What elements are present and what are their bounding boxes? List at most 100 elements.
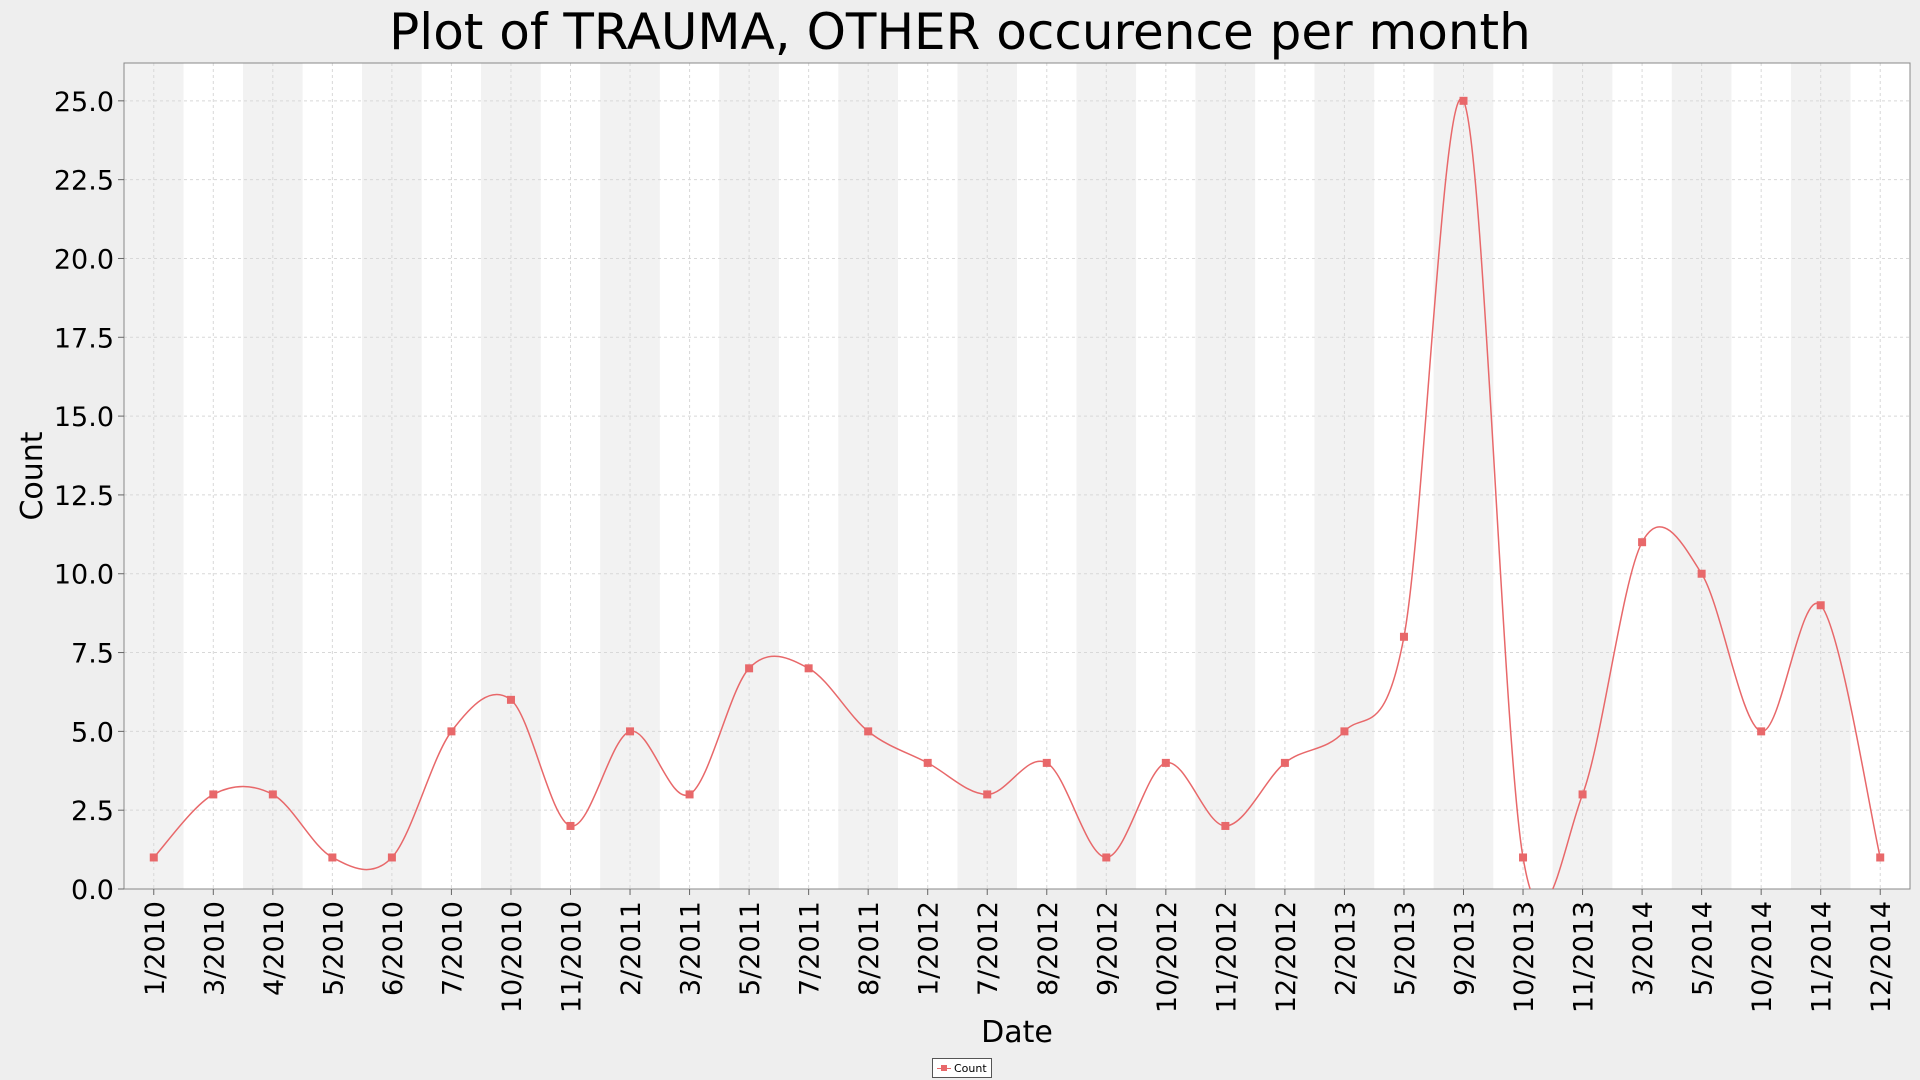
y-axis-title: Count [15,431,50,520]
x-tick-label: 11/2014 [1807,901,1838,1013]
plot-background-bands [124,63,1910,889]
plot-band [1493,63,1553,889]
x-axis-ticks: 1/2010 3/2010 4/2010 5/2010 6/2010 7/2010 10/2… [140,889,1897,1013]
data-point-8-2011 [864,727,873,736]
data-point-3-2010 [209,790,218,799]
plot-band [183,63,244,889]
x-tick-label: 9/2012 [1092,901,1123,996]
x-tick-label: 1/2012 [914,901,945,996]
plot-band [778,63,839,889]
data-point-4-2010 [268,790,277,799]
plot-band [1731,63,1791,889]
y-tick-label: 2.5 [71,796,114,827]
x-tick-label: 2/2011 [616,901,647,996]
data-point-10-2010 [506,695,515,704]
data-point-1-2012 [923,758,932,767]
x-tick-label: 6/2010 [378,901,409,996]
x-tick-label: 2/2013 [1330,901,1361,996]
y-tick-label: 17.5 [54,323,114,354]
legend-label: Count [954,1061,987,1075]
x-tick-label: 12/2012 [1271,901,1302,1013]
x-tick-label: 7/2011 [795,901,826,996]
data-point-3-2011 [685,790,694,799]
plot-band [1671,63,1732,889]
x-tick-label: 12/2014 [1866,901,1897,1013]
plot-band [1076,63,1137,889]
x-tick-label: 3/2014 [1628,901,1659,996]
plot-band [600,63,660,889]
legend-swatch-icon [937,1064,951,1072]
plot-band [897,63,958,889]
x-tick-label: 8/2012 [1033,901,1064,996]
legend: Count [932,1058,992,1078]
x-tick-label: 5/2010 [318,901,349,996]
data-point-1-2010 [149,853,158,862]
data-point-12-2012 [1280,758,1289,767]
data-point-12-2014 [1876,853,1885,862]
plot-band [1255,63,1315,889]
x-tick-label: 5/2013 [1390,901,1421,996]
plot-band [421,63,482,889]
data-point-6-2010 [387,853,396,862]
plot-band [1314,63,1375,889]
y-tick-label: 5.0 [71,717,114,748]
y-tick-label: 15.0 [54,402,114,433]
plot-band [1195,63,1256,889]
data-point-8-2012 [1042,758,1051,767]
x-tick-label: 3/2011 [676,901,707,996]
x-tick-label: 10/2012 [1152,901,1183,1013]
x-tick-label: 5/2014 [1688,901,1719,996]
data-point-7-2012 [983,790,992,799]
data-point-5-2014 [1697,569,1706,578]
data-point-5-2011 [745,664,754,673]
x-tick-label: 10/2014 [1747,901,1778,1013]
y-tick-label: 12.5 [54,481,114,512]
chart-title: Plot of TRAUMA, OTHER occurence per mont… [389,3,1531,61]
plot-band [481,63,541,889]
plot-band [838,63,898,889]
x-tick-label: 5/2011 [735,901,766,996]
data-point-7-2011 [804,664,813,673]
data-point-9-2012 [1102,853,1111,862]
x-tick-label: 9/2013 [1450,901,1481,996]
plot-band [1612,63,1672,889]
x-tick-label: 10/2010 [497,901,528,1013]
plot-band [1374,63,1434,889]
plot-band [1017,63,1077,889]
x-tick-label: 8/2011 [854,901,885,996]
y-axis-ticks: 0.0 2.5 5.0 7.5 10.0 12.5 15.0 17.5 20.0 22.5 25.0 [54,87,124,906]
data-point-10-2014 [1757,727,1766,736]
x-tick-label: 11/2013 [1569,901,1600,1013]
data-point-10-2012 [1161,758,1170,767]
x-tick-label: 7/2010 [437,901,468,996]
x-tick-label: 1/2010 [140,901,171,996]
data-point-11-2013 [1578,790,1587,799]
data-point-11-2012 [1221,821,1230,830]
plot-band [302,63,363,889]
data-point-7-2010 [447,727,456,736]
x-axis-title: Date [981,1015,1053,1050]
y-tick-label: 20.0 [54,244,114,275]
x-tick-label: 7/2012 [973,901,1004,996]
data-point-11-2010 [566,821,575,830]
plot-band [659,63,720,889]
plot-band [362,63,422,889]
x-tick-label: 11/2010 [557,901,588,1013]
data-point-markers [149,96,1885,862]
plot-band [243,63,303,889]
y-tick-label: 7.5 [71,639,114,670]
x-tick-label: 10/2013 [1509,901,1540,1013]
data-point-2-2013 [1340,727,1349,736]
plot-band [1790,63,1851,889]
plot-band [719,63,779,889]
data-point-10-2013 [1519,853,1528,862]
y-tick-label: 0.0 [71,875,114,906]
data-point-5-2010 [328,853,337,862]
data-point-5-2013 [1399,632,1408,641]
y-tick-label: 22.5 [54,166,114,197]
data-point-9-2013 [1459,96,1468,105]
data-point-11-2014 [1816,601,1825,610]
y-tick-label: 25.0 [54,87,114,118]
plot-band [124,63,184,889]
